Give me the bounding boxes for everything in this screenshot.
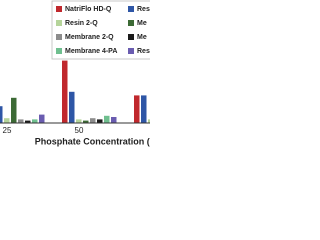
- bar: [69, 91, 75, 123]
- bar: [111, 117, 117, 123]
- legend-label: Membrane 2-Q: [65, 34, 114, 41]
- chart: Phosphate Concentration (mM 25 50 NatriFlo…: [0, 0, 150, 146]
- bar: [11, 97, 17, 123]
- legend-swatch: [128, 20, 134, 26]
- bar: [134, 95, 140, 123]
- legend-swatch: [128, 34, 134, 40]
- bar: [39, 114, 45, 123]
- legend-swatch: [56, 48, 62, 54]
- x-axis-title: Phosphate Concentration (mM: [35, 136, 150, 146]
- bar: [62, 60, 68, 123]
- legend: NatriFlo HD-Q Res Resin 2-Q Me Membrane 2-Q M…: [51, 0, 150, 60]
- legend-swatch: [56, 20, 62, 26]
- bar: [97, 119, 103, 123]
- bar: [83, 120, 89, 123]
- bar: [104, 115, 110, 123]
- bar: [32, 119, 38, 123]
- bar: [25, 120, 31, 123]
- x-tick-label: 50: [75, 126, 84, 135]
- bar: [148, 119, 150, 123]
- bar: [0, 106, 3, 123]
- x-tick-label: 25: [3, 126, 12, 135]
- legend-label: Me: [137, 20, 147, 27]
- legend-swatch: [56, 6, 62, 12]
- legend-swatch: [128, 48, 134, 54]
- legend-label: Res: [137, 6, 150, 13]
- bar: [4, 118, 10, 123]
- legend-swatch: [56, 34, 62, 40]
- legend-swatch: [128, 6, 134, 12]
- bar: [90, 118, 96, 123]
- bar: [76, 119, 82, 123]
- legend-label: Res: [137, 48, 150, 55]
- legend-label: NatriFlo HD-Q: [65, 6, 112, 13]
- bar: [18, 119, 24, 123]
- bar: [141, 95, 147, 123]
- legend-label: Resin 2-Q: [65, 20, 98, 27]
- legend-label: Me: [137, 34, 147, 41]
- legend-label: Membrane 4-PA: [65, 48, 117, 55]
